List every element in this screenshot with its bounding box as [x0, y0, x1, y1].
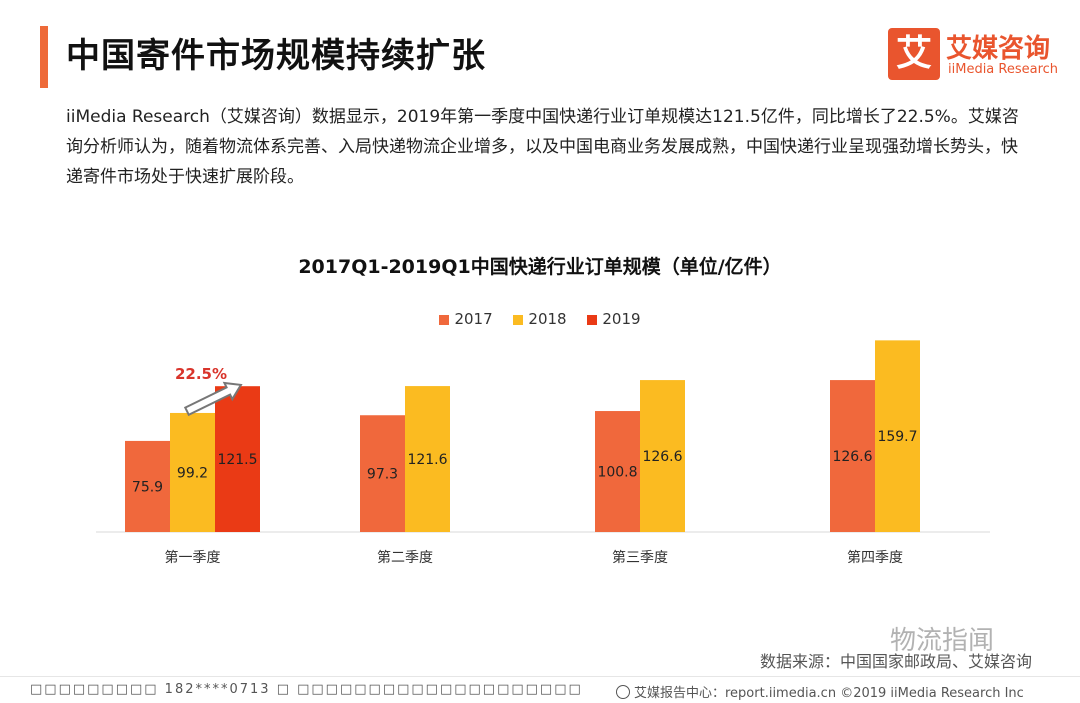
intro-paragraph: iiMedia Research（艾媒咨询）数据显示，2019年第一季度中国快递… [66, 107, 1019, 187]
data-source: 数据来源：中国国家邮政局、艾媒咨询 [760, 652, 1033, 671]
legend-item-2018: 2018 [513, 310, 567, 328]
logo-cn-text: 艾媒咨询 [946, 34, 1051, 64]
bar-2018-q4 [875, 340, 920, 532]
chart-title: 2017Q1-2019Q1中国快递行业订单规模（单位/亿件） [298, 256, 782, 278]
data-label-2018-q2: 121.6 [407, 452, 447, 468]
data-label-2017-q1: 75.9 [132, 479, 163, 495]
title-accent-bar [40, 26, 48, 88]
growth-annotation: 22.5% [175, 365, 227, 383]
bar-2017-q4 [830, 380, 875, 532]
growth-arrow-shape [183, 381, 243, 417]
wechat-watermark: 物流指闻 [890, 626, 995, 656]
data-label-2017-q2: 97.3 [367, 467, 398, 483]
x-tick-label-q1: 第一季度 [165, 549, 221, 566]
globe-icon [616, 685, 630, 699]
legend-item-2019: 2019 [587, 310, 641, 328]
legend-swatch-2017 [439, 314, 450, 325]
page-title: 中国寄件市场规模持续扩张 [66, 36, 486, 76]
bar-2018-q2 [405, 386, 450, 532]
data-label-2019-q1: 121.5 [217, 452, 257, 468]
data-label-2017-q3: 100.8 [597, 465, 637, 481]
footer-right: 艾媒报告中心：report.iimedia.cn ©2019 iiMedia R… [616, 682, 1024, 701]
legend-swatch-2018 [513, 314, 524, 325]
x-tick-label-q3: 第三季度 [612, 549, 668, 566]
legend-swatch-2019 [587, 314, 598, 325]
brand-logo: 艾 艾媒咨询 iiMedia Research [888, 28, 1058, 84]
bar-2017-q1 [125, 440, 170, 532]
x-tick-label-q4: 第四季度 [847, 549, 903, 566]
logo-en-text: iiMedia Research [948, 62, 1059, 77]
growth-arrow-icon [183, 381, 243, 417]
legend-label-2018: 2018 [528, 310, 567, 328]
data-label-2018-q3: 126.6 [642, 449, 682, 465]
footer-right-text: 艾媒报告中心：report.iimedia.cn ©2019 iiMedia R… [634, 686, 1024, 701]
bar-2018-q3 [640, 380, 685, 532]
data-label-2017-q4: 126.6 [832, 449, 872, 465]
legend-label-2019: 2019 [602, 310, 641, 328]
bar-2019-q1 [215, 386, 260, 532]
bar-2017-q2 [360, 415, 405, 532]
bar-2018-q1 [170, 412, 215, 532]
legend-item-2017: 2017 [439, 310, 493, 328]
chart-legend: 2017 2018 2019 [0, 310, 1080, 328]
x-tick-label-q2: 第二季度 [377, 549, 433, 566]
data-label-2018-q4: 159.7 [877, 429, 917, 445]
data-label-2018-q1: 99.2 [177, 465, 208, 481]
bar-2017-q3 [595, 411, 640, 532]
page-footer: □□□□□□□□□ 182****0713 □ □□□□□□□□□□□□□□□□… [0, 676, 1080, 703]
legend-label-2017: 2017 [454, 310, 493, 328]
footer-left-text: □□□□□□□□□ 182****0713 □ □□□□□□□□□□□□□□□□… [30, 682, 583, 697]
logo-icon: 艾 [888, 28, 940, 80]
